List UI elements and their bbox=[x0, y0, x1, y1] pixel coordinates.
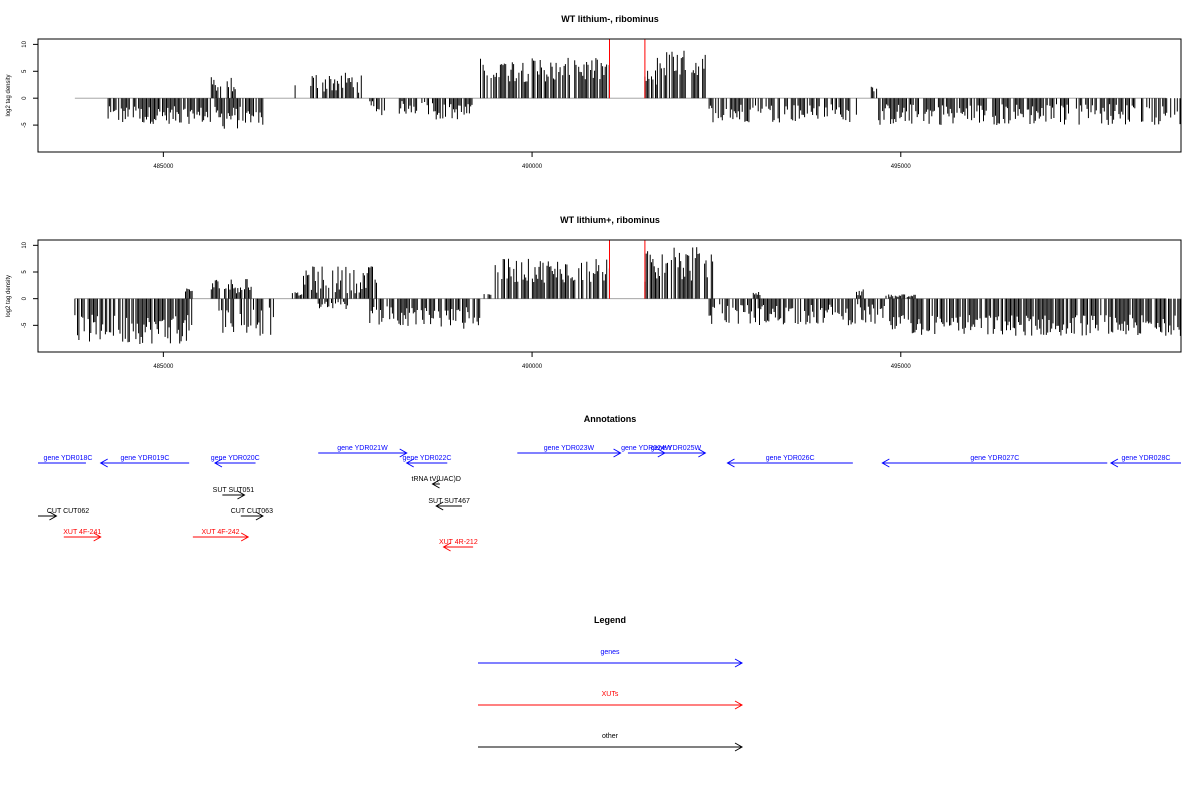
annotation-label: gene YDR026C bbox=[766, 455, 815, 462]
annotation-label: gene YDR020C bbox=[211, 455, 260, 462]
annotation-label: tRNA tV(UAC)D bbox=[412, 476, 461, 483]
legend-item-other: other bbox=[478, 733, 744, 752]
x-tick-label: 490000 bbox=[522, 164, 543, 170]
annotation-arrowhead bbox=[442, 542, 451, 552]
y-tick-label: -5 bbox=[22, 322, 28, 328]
annotation-label: gene YDR018C bbox=[44, 455, 93, 462]
annotation-arrowhead bbox=[726, 458, 735, 468]
annotation-gene-ydr025w: gene YDR025W bbox=[646, 445, 707, 458]
annotation-arrowhead bbox=[237, 490, 246, 500]
annotation-arrowhead bbox=[405, 458, 414, 468]
annotation-label: gene YDR019C bbox=[120, 455, 169, 462]
annotation-sut-sut051: SUT SUT051 bbox=[213, 487, 255, 500]
legend-arrowhead bbox=[734, 742, 744, 752]
annotation-track: Annotations gene YDR018C gene YDR019C gene… bbox=[38, 414, 1181, 552]
annotation-arrowhead bbox=[213, 458, 223, 468]
annotation-arrowhead bbox=[1109, 458, 1119, 468]
annotation-arrowhead bbox=[613, 448, 622, 458]
annotation-label: gene YDR024W bbox=[621, 445, 672, 452]
annotation-gene-ydr026c: gene YDR026C bbox=[726, 455, 853, 468]
annotation-label: CUT CUT063 bbox=[231, 508, 273, 515]
annotation-label: XUT 4F-242 bbox=[202, 529, 240, 536]
x-tick-label: 490000 bbox=[522, 364, 543, 370]
annotation-label: gene YDR025W bbox=[651, 445, 702, 452]
y-axis-label: log2 tag density bbox=[6, 74, 12, 116]
annotation-arrowhead bbox=[431, 479, 440, 489]
legend-label: other bbox=[602, 733, 619, 740]
annotation-gene-ydr019c: gene YDR019C bbox=[99, 455, 190, 468]
annotations-title: Annotations bbox=[584, 414, 637, 424]
plot-frame bbox=[37, 239, 1182, 353]
annotation-trna-tv-uac-d: tRNA tV(UAC)D bbox=[412, 476, 461, 489]
y-tick-label: 10 bbox=[22, 241, 28, 248]
annotation-gene-ydr021w: gene YDR021W bbox=[318, 445, 408, 458]
legend: Legend genes XUTs other bbox=[478, 615, 744, 752]
annotation-gene-ydr027c: gene YDR027C bbox=[881, 455, 1108, 468]
annotation-label: gene YDR028C bbox=[1122, 455, 1171, 462]
legend-arrowhead bbox=[734, 658, 744, 668]
coverage-panel-2: WT lithium+, ribominus log2 tag density 10… bbox=[6, 215, 1182, 370]
annotation-label: gene YDR022C bbox=[403, 455, 452, 462]
annotation-arrowhead bbox=[698, 448, 707, 458]
y-tick-label: 0 bbox=[22, 96, 28, 100]
annotation-xut-4r-212: XUT 4R-212 bbox=[439, 539, 478, 552]
legend-label: genes bbox=[600, 649, 620, 656]
x-tick-label: 485000 bbox=[153, 164, 174, 170]
annotation-arrowhead bbox=[93, 532, 102, 542]
legend-title: Legend bbox=[594, 615, 626, 625]
annotation-xut-4f-242: XUT 4F-242 bbox=[192, 529, 250, 542]
y-tick-label: 10 bbox=[22, 40, 28, 47]
annotation-label: XUT 4F-241 bbox=[63, 529, 101, 536]
track-panels: WT lithium-, ribominus log2 tag density 10… bbox=[6, 14, 1182, 370]
legend-arrowhead bbox=[734, 700, 744, 710]
x-tick-label: 485000 bbox=[153, 364, 174, 370]
annotation-label: XUT 4R-212 bbox=[439, 539, 478, 546]
annotation-arrowhead bbox=[49, 511, 58, 521]
annotation-sut-sut467: SUT SUT467 bbox=[428, 498, 470, 511]
x-tick-label: 495000 bbox=[891, 364, 912, 370]
legend-item-xuts: XUTs bbox=[478, 691, 744, 710]
y-tick-label: -5 bbox=[22, 122, 28, 128]
annotation-gene-ydr023w: gene YDR023W bbox=[517, 445, 622, 458]
y-tick-label: 0 bbox=[22, 296, 28, 300]
density-bars bbox=[74, 247, 1181, 344]
annotation-label: SUT SUT051 bbox=[213, 487, 255, 494]
annotation-arrowhead bbox=[435, 501, 444, 511]
annotation-arrowhead bbox=[255, 511, 264, 521]
y-tick-label: 5 bbox=[22, 270, 28, 274]
annotation-arrowhead bbox=[240, 532, 250, 542]
annotation-xut-4f-241: XUT 4F-241 bbox=[63, 529, 102, 542]
annotation-label: gene YDR023W bbox=[544, 445, 595, 452]
legend-label: XUTs bbox=[602, 691, 619, 698]
annotation-gene-ydr022c: gene YDR022C bbox=[403, 455, 452, 468]
annotation-arrowhead bbox=[881, 458, 890, 468]
annotation-gene-ydr018c: gene YDR018C bbox=[38, 455, 93, 464]
y-tick-label: 5 bbox=[22, 69, 28, 73]
panel-title: WT lithium+, ribominus bbox=[560, 215, 660, 225]
annotation-label: gene YDR021W bbox=[337, 445, 388, 452]
panel-title: WT lithium-, ribominus bbox=[561, 14, 659, 24]
annotation-gene-ydr028c: gene YDR028C bbox=[1109, 455, 1181, 468]
plot-frame bbox=[37, 38, 1182, 153]
annotation-arrowhead bbox=[399, 448, 408, 458]
y-axis-label: log2 tag density bbox=[6, 275, 12, 317]
density-bars bbox=[107, 50, 1181, 129]
x-tick-label: 495000 bbox=[891, 164, 912, 170]
annotation-cut-cut062: CUT CUT062 bbox=[38, 508, 89, 521]
annotation-arrowhead bbox=[99, 458, 108, 468]
annotation-label: CUT CUT062 bbox=[47, 508, 89, 515]
annotation-cut-cut063: CUT CUT063 bbox=[231, 508, 273, 521]
annotation-gene-ydr020c: gene YDR020C bbox=[211, 455, 260, 468]
coverage-panel-1: WT lithium-, ribominus log2 tag density 10… bbox=[6, 14, 1182, 170]
legend-item-genes: genes bbox=[478, 649, 744, 668]
annotation-label: gene YDR027C bbox=[970, 455, 1019, 462]
annotation-label: SUT SUT467 bbox=[428, 498, 470, 505]
